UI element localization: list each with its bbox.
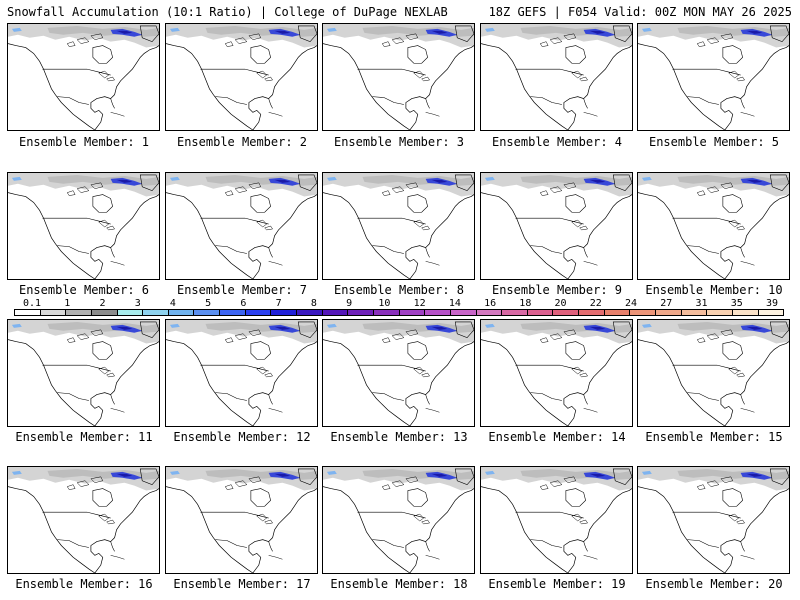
legend-value-label: 24 bbox=[625, 298, 638, 309]
legend-swatch bbox=[143, 310, 169, 315]
ensemble-member-map bbox=[7, 319, 160, 427]
legend-swatch bbox=[373, 310, 400, 315]
legend-swatch bbox=[527, 310, 554, 315]
ensemble-member-label: Ensemble Member: 7 bbox=[176, 283, 308, 297]
ensemble-member-map bbox=[165, 172, 318, 280]
ensemble-member-label: Ensemble Member: 17 bbox=[173, 577, 311, 591]
legend-value-label: 2 bbox=[99, 298, 106, 309]
legend-value-label: 12 bbox=[413, 298, 426, 309]
legend-swatch bbox=[15, 310, 41, 315]
legend-value-label: 27 bbox=[660, 298, 673, 309]
legend-labels: 0.1 1 2 3 4 5 6 7 8 9 10 12 14 16 18 20 22 24 27 31 35 39 bbox=[14, 298, 784, 309]
legend-value-label: 6 bbox=[240, 298, 247, 309]
map-title: Snowfall Accumulation (10:1 Ratio) | Col… bbox=[7, 5, 448, 19]
legend-value-label: 3 bbox=[134, 298, 141, 309]
ensemble-member-map bbox=[322, 23, 475, 131]
legend-value-label: 5 bbox=[205, 298, 212, 309]
legend-swatch bbox=[579, 310, 605, 315]
legend-value-label: 14 bbox=[448, 298, 461, 309]
legend-swatch bbox=[502, 310, 528, 315]
legend-swatch bbox=[91, 310, 118, 315]
ensemble-member-map bbox=[480, 466, 633, 574]
legend-swatch bbox=[450, 310, 477, 315]
legend-swatch bbox=[732, 310, 759, 315]
legend-value-label: 9 bbox=[346, 298, 353, 309]
legend-swatch bbox=[245, 310, 272, 315]
legend-value-label: 31 bbox=[695, 298, 708, 309]
ensemble-member-label: Ensemble Member: 9 bbox=[491, 283, 623, 297]
legend-swatch bbox=[348, 310, 374, 315]
legend-swatch bbox=[630, 310, 657, 315]
legend-swatch bbox=[476, 310, 503, 315]
ensemble-member-label: Ensemble Member: 11 bbox=[15, 430, 153, 444]
legend-value-label: 8 bbox=[310, 298, 317, 309]
ensemble-member-map bbox=[637, 23, 790, 131]
legend-swatch bbox=[117, 310, 144, 315]
model-run-info: 18Z GEFS | F054 Valid: 00Z MON MAY 26 20… bbox=[488, 5, 792, 19]
ensemble-member-label: Ensemble Member: 13 bbox=[330, 430, 468, 444]
legend-value-label: 39 bbox=[765, 298, 779, 309]
snowfall-legend: 0.1 1 2 3 4 5 6 7 8 9 10 12 14 16 18 20 22 24 27 31 35 39 bbox=[14, 298, 784, 318]
ensemble-member-map bbox=[637, 172, 790, 280]
ensemble-member-label: Ensemble Member: 16 bbox=[15, 577, 153, 591]
legend-swatch bbox=[220, 310, 246, 315]
legend-value-label: 20 bbox=[554, 298, 567, 309]
ensemble-member-label: Ensemble Member: 6 bbox=[18, 283, 150, 297]
legend-swatch bbox=[707, 310, 733, 315]
legend-swatch bbox=[40, 310, 67, 315]
ensemble-member-map bbox=[165, 23, 318, 131]
ensemble-member-label: Ensemble Member: 3 bbox=[333, 135, 465, 149]
ensemble-member-label: Ensemble Member: 5 bbox=[648, 135, 780, 149]
ensemble-member-map bbox=[480, 23, 633, 131]
legend-value-label: 10 bbox=[378, 298, 391, 309]
legend-swatch bbox=[758, 310, 784, 315]
ensemble-member-map bbox=[480, 319, 633, 427]
legend-swatch bbox=[194, 310, 221, 315]
legend-swatch bbox=[66, 310, 92, 315]
legend-value-label: 22 bbox=[589, 298, 602, 309]
ensemble-member-map bbox=[637, 466, 790, 574]
legend-value-label: 1 bbox=[64, 298, 71, 309]
ensemble-member-map bbox=[165, 319, 318, 427]
legend-swatch bbox=[553, 310, 580, 315]
ensemble-member-map bbox=[7, 23, 160, 131]
ensemble-member-map bbox=[480, 172, 633, 280]
ensemble-member-map bbox=[322, 466, 475, 574]
legend-value-label: 0.1 bbox=[22, 298, 42, 309]
legend-value-label: 16 bbox=[484, 298, 497, 309]
ensemble-member-label: Ensemble Member: 19 bbox=[488, 577, 626, 591]
legend-swatch bbox=[271, 310, 298, 315]
ensemble-member-map bbox=[637, 319, 790, 427]
ensemble-member-map bbox=[322, 172, 475, 280]
legend-value-label: 7 bbox=[275, 298, 282, 309]
ensemble-member-label: Ensemble Member: 4 bbox=[491, 135, 623, 149]
legend-swatch bbox=[604, 310, 631, 315]
ensemble-member-map bbox=[7, 172, 160, 280]
ensemble-member-label: Ensemble Member: 8 bbox=[333, 283, 465, 297]
legend-swatch bbox=[425, 310, 451, 315]
ensemble-member-label: Ensemble Member: 14 bbox=[488, 430, 626, 444]
legend-swatch bbox=[681, 310, 708, 315]
ensemble-member-label: Ensemble Member: 10 bbox=[645, 283, 783, 297]
legend-value-label: 35 bbox=[730, 298, 743, 309]
legend-swatch bbox=[297, 310, 323, 315]
ensemble-member-label: Ensemble Member: 2 bbox=[176, 135, 308, 149]
legend-swatch bbox=[322, 310, 349, 315]
ensemble-member-label: Ensemble Member: 18 bbox=[330, 577, 468, 591]
ensemble-member-map bbox=[165, 466, 318, 574]
ensemble-member-label: Ensemble Member: 12 bbox=[173, 430, 311, 444]
legend-swatch bbox=[399, 310, 426, 315]
legend-value-label: 4 bbox=[169, 298, 176, 309]
legend-value-label: 18 bbox=[519, 298, 532, 309]
ensemble-member-map bbox=[322, 319, 475, 427]
legend-swatch bbox=[656, 310, 682, 315]
ensemble-member-label: Ensemble Member: 1 bbox=[18, 135, 150, 149]
legend-swatch bbox=[168, 310, 195, 315]
ensemble-member-map bbox=[7, 466, 160, 574]
ensemble-member-label: Ensemble Member: 20 bbox=[645, 577, 783, 591]
legend-color-bar bbox=[14, 309, 784, 316]
ensemble-member-label: Ensemble Member: 15 bbox=[645, 430, 783, 444]
